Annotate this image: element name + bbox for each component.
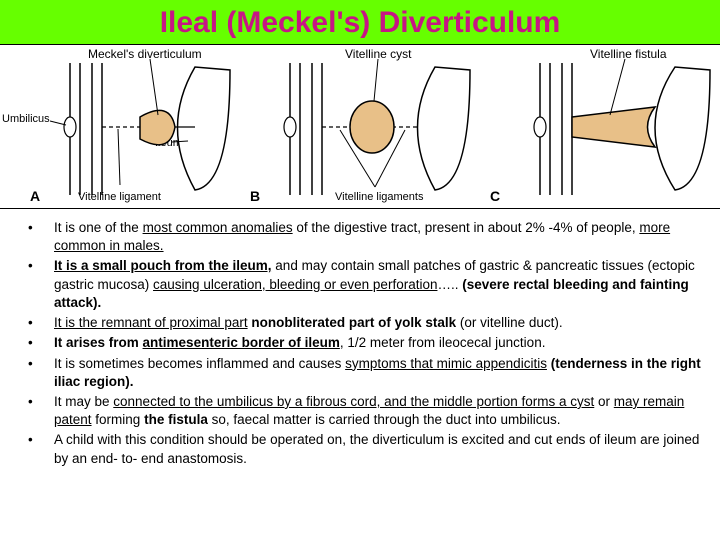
bullet-segment: the fistula (144, 412, 208, 427)
bullet-segment: (or vitelline duct). (456, 315, 563, 330)
diagram-area: Meckel's diverticulum Umbilicus Ileum (0, 44, 720, 209)
bullet-item: A child with this condition should be op… (28, 431, 702, 467)
bullet-segment: symptoms that mimic appendicitis (345, 356, 547, 371)
panel-c-drawing (480, 45, 720, 210)
diagram-panel-a: Meckel's diverticulum Umbilicus Ileum (0, 45, 240, 208)
panel-b-bottom-label: Vitelline ligaments (335, 191, 423, 203)
bullet-item: It is sometimes becomes inflammed and ca… (28, 355, 702, 391)
diagram-panel-b: Vitelline cyst Vitelline li (240, 45, 480, 208)
panel-a-letter: A (30, 188, 40, 204)
bullet-segment: , 1/2 meter from ileocecal junction. (340, 335, 546, 350)
bullet-segment: It may be (54, 394, 113, 409)
diagram-panel-c: Vitelline fistula C (480, 45, 720, 208)
bullet-item: It is the remnant of proximal part nonob… (28, 314, 702, 332)
bullet-item: It is a small pouch from the ileum, and … (28, 257, 702, 312)
bullet-segment: of the digestive tract, present in about… (293, 220, 640, 235)
slide: Ileal (Meckel's) Diverticulum Meckel's d… (0, 0, 720, 540)
bullet-segment: It is a small pouch from the ileum, (54, 258, 272, 273)
bullet-item: It is one of the most common anomalies o… (28, 219, 702, 255)
bullet-segment: causing ulceration, bleeding or even per… (153, 277, 437, 292)
bullet-segment: so, faecal matter is carried through the… (208, 412, 561, 427)
title-bar: Ileal (Meckel's) Diverticulum (0, 0, 720, 44)
bullet-list: It is one of the most common anomalies o… (28, 219, 702, 468)
bullet-segment: It is the remnant of proximal part (54, 315, 248, 330)
panel-a-bottom-label: Vitelline ligament (78, 191, 161, 203)
bullet-segment: It is sometimes becomes inflammed and ca… (54, 356, 345, 371)
bullet-segment: nonobliterated part of yolk stalk (251, 315, 456, 330)
bullet-item: It arises from antimesenteric border of … (28, 334, 702, 352)
bullet-segment: A child with this condition should be op… (54, 432, 699, 465)
panel-a-drawing (0, 45, 240, 210)
bullet-segment: forming (92, 412, 145, 427)
bullet-segment: ….. (437, 277, 462, 292)
bullets-area: It is one of the most common anomalies o… (0, 209, 720, 540)
bullet-segment: antimesenteric border of ileum (143, 335, 340, 350)
panel-c-letter: C (490, 188, 500, 204)
page-title: Ileal (Meckel's) Diverticulum (160, 6, 561, 39)
panel-b-drawing (240, 45, 480, 210)
bullet-segment: or (594, 394, 614, 409)
panel-b-letter: B (250, 188, 260, 204)
bullet-item: It may be connected to the umbilicus by … (28, 393, 702, 429)
bullet-segment: most common anomalies (143, 220, 293, 235)
bullet-segment: It arises from (54, 335, 143, 350)
bullet-segment: connected to the umbilicus by a fibrous … (113, 394, 594, 409)
bullet-segment: It is one of the (54, 220, 143, 235)
